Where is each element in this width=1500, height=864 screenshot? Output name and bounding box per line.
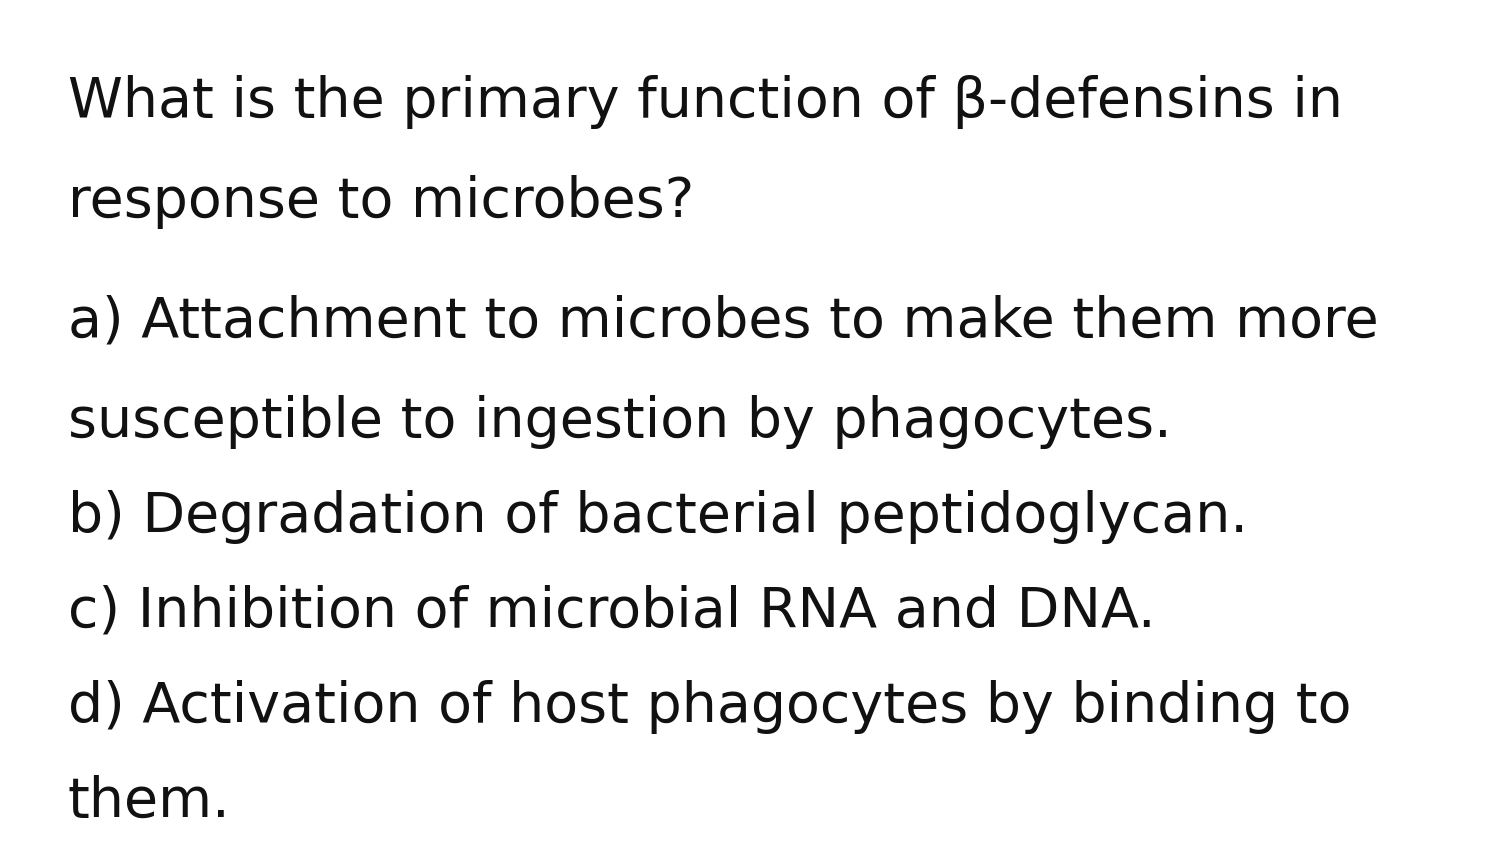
Text: them.: them. — [68, 775, 231, 829]
Text: b) Degradation of bacterial peptidoglycan.: b) Degradation of bacterial peptidoglyca… — [68, 490, 1248, 544]
Text: d) Activation of host phagocytes by binding to: d) Activation of host phagocytes by bind… — [68, 680, 1352, 734]
Text: susceptible to ingestion by phagocytes.: susceptible to ingestion by phagocytes. — [68, 395, 1172, 449]
Text: What is the primary function of β-defensins in: What is the primary function of β-defens… — [68, 75, 1342, 129]
Text: response to microbes?: response to microbes? — [68, 175, 693, 229]
Text: c) Inhibition of microbial RNA and DNA.: c) Inhibition of microbial RNA and DNA. — [68, 585, 1155, 639]
Text: a) Attachment to microbes to make them more: a) Attachment to microbes to make them m… — [68, 295, 1378, 349]
